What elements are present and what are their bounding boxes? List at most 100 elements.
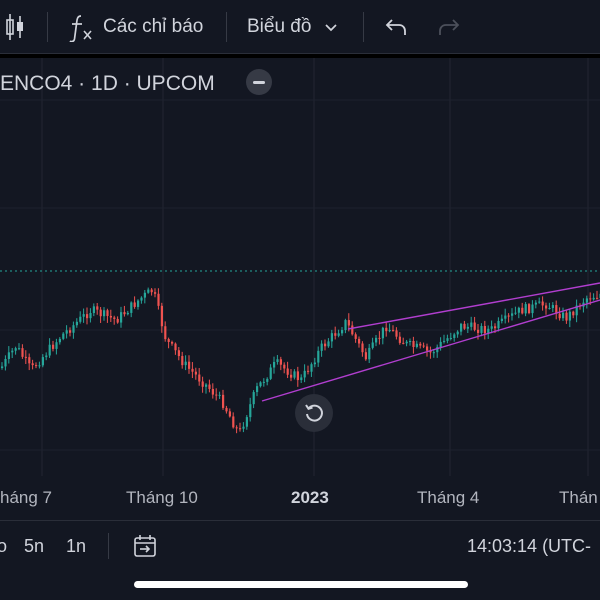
candle-body <box>354 334 357 339</box>
candle-body <box>123 312 126 315</box>
candle-body <box>313 362 316 365</box>
chart-area[interactable] <box>0 58 600 520</box>
candle-body <box>96 306 99 310</box>
candle-body <box>487 328 490 334</box>
candle-body <box>565 312 568 321</box>
candle-body <box>181 356 184 366</box>
candle-body <box>426 346 429 351</box>
candle-body <box>218 394 221 396</box>
trend-line-upper <box>347 282 600 330</box>
candle-body <box>262 381 265 383</box>
clock-timezone[interactable]: 14:03:14 (UTC- <box>467 535 592 556</box>
candle-body <box>245 417 248 427</box>
candle-body <box>133 302 136 307</box>
candle-body <box>296 371 299 381</box>
candle-body <box>215 394 218 396</box>
candle-body <box>364 352 367 360</box>
chart-type-label: Biểu đồ <box>247 15 312 37</box>
reset-chart-button[interactable] <box>295 394 333 432</box>
x-axis-label: Tháng 10 <box>126 488 198 507</box>
candle-body <box>490 326 493 329</box>
candle-body <box>466 326 469 329</box>
undo-icon <box>385 18 406 35</box>
candle-body <box>225 407 228 412</box>
candle-body <box>307 370 310 372</box>
candle-body <box>310 364 313 372</box>
candle-body <box>211 388 214 395</box>
candle-body <box>324 343 327 347</box>
candle-body <box>392 329 395 331</box>
candle-body <box>480 326 483 333</box>
candle-body <box>283 364 286 369</box>
minus-icon <box>253 80 265 84</box>
range-1y-button[interactable]: 1n <box>66 535 87 556</box>
candle-body <box>7 352 10 359</box>
candle-body <box>507 315 510 317</box>
candle-body <box>358 338 361 344</box>
candle-body <box>337 333 340 336</box>
candle-body <box>592 297 595 300</box>
candle-body <box>65 330 68 334</box>
candle-body <box>334 333 337 336</box>
candle-body <box>361 343 364 353</box>
candle-body <box>160 305 163 327</box>
candle-body <box>290 374 293 378</box>
candle-body <box>69 330 72 333</box>
x-axis-label: Thán <box>559 488 598 507</box>
candle-body <box>167 339 170 342</box>
candle-body <box>154 292 157 294</box>
candle-body <box>575 305 578 316</box>
candle-body <box>259 382 262 387</box>
collapse-legend-button[interactable] <box>246 69 272 95</box>
home-indicator[interactable] <box>134 581 468 588</box>
candle-body <box>235 427 238 429</box>
candle-body <box>415 343 418 347</box>
candle-body <box>443 340 446 342</box>
candle-body <box>201 381 204 387</box>
candle-body <box>429 350 432 353</box>
candle-body <box>99 309 102 317</box>
candle-body <box>541 301 544 306</box>
x-axis-label: Tháng 4 <box>417 488 480 507</box>
candle-body <box>21 348 24 357</box>
candle-body <box>273 361 276 368</box>
candle-body <box>531 304 534 314</box>
candle-body <box>52 344 55 349</box>
reset-icon <box>305 404 323 422</box>
candle-body <box>534 302 537 305</box>
candle-body <box>572 311 575 316</box>
indicators-label: Các chỉ báo <box>103 15 204 37</box>
candle-body <box>31 363 34 366</box>
candle-body <box>545 305 548 309</box>
range-5y-button[interactable]: 5n <box>24 535 45 556</box>
candle-body <box>351 325 354 335</box>
candle-body <box>171 341 174 344</box>
redo-button[interactable] <box>437 0 461 53</box>
candle-body <box>303 370 306 378</box>
indicators-button[interactable]: Các chỉ báo <box>68 0 203 53</box>
candle-body <box>269 367 272 379</box>
candle-body <box>177 350 180 357</box>
go-to-date-button[interactable] <box>132 521 158 571</box>
candle-body <box>109 315 112 318</box>
candle-body <box>446 338 449 341</box>
chart-type-dropdown[interactable]: Biểu đồ <box>247 0 339 53</box>
symbol-legend[interactable]: ENCO4 · 1D · UPCOM <box>0 72 215 95</box>
candle-body <box>140 297 143 301</box>
undo-button[interactable] <box>384 0 408 53</box>
toolbar-divider <box>226 12 227 42</box>
price-chart[interactable] <box>0 58 600 520</box>
toolbar-divider <box>47 12 48 42</box>
candle-body <box>412 341 415 347</box>
range-button[interactable]: o <box>0 535 8 556</box>
candle-body <box>79 316 82 322</box>
candle-body <box>276 359 279 362</box>
candle-body <box>126 312 129 315</box>
candle-body <box>72 325 75 333</box>
candle-body <box>11 350 14 353</box>
candle-body <box>381 327 384 339</box>
candle-body <box>473 322 476 330</box>
candlestick-icon[interactable] <box>4 0 26 53</box>
candle-body <box>538 301 541 303</box>
candle-body <box>341 330 344 334</box>
